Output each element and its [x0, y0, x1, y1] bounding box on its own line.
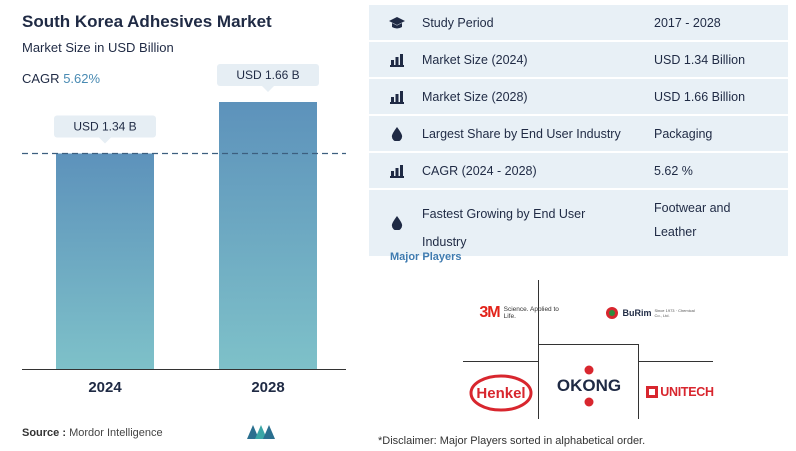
okong-dot-icon [584, 397, 594, 407]
logo-3m-mark: 3M [479, 304, 500, 321]
info-label: CAGR (2024 - 2028) [422, 163, 537, 178]
data-label: USD 1.34 B [73, 119, 136, 133]
bar-2028 [219, 102, 317, 369]
data-label-box [54, 115, 156, 138]
info-value: 5.62 % [654, 163, 693, 178]
graduation-cap-icon [389, 15, 405, 31]
disclaimer-note: *Disclaimer: Major Players sorted in alp… [378, 435, 646, 447]
logo-okong-text: OKONG [556, 376, 622, 395]
drop-icon [389, 215, 405, 231]
data-label-box [217, 64, 319, 86]
source-note: Source : Mordor Intelligence [22, 427, 163, 439]
market-info-table: Study Period 2017 - 2028 Market Size (20… [369, 5, 788, 256]
okong-dot-icon [584, 365, 594, 375]
grid-divider [538, 344, 638, 345]
x-tick-label: 2024 [88, 379, 122, 396]
bar-chart: USD 1.34 B 2024 USD 1.66 B 2028 [22, 64, 346, 396]
henkel-oval-icon [469, 374, 533, 412]
grid-divider [463, 361, 538, 362]
source-value: Mordor Intelligence [69, 427, 163, 439]
x-tick-label: 2028 [251, 379, 284, 396]
grid-divider [538, 280, 539, 345]
info-row-fastest-growing: Fastest Growing by End User Industry Foo… [369, 190, 788, 256]
info-value: 2017 - 2028 [654, 15, 721, 30]
bar-growth-icon [389, 89, 405, 105]
info-label: Fastest Growing by End User Industry [422, 207, 586, 249]
logo-burim-tagline: Since 1973 · Chemical Co., Ltd. [654, 308, 695, 318]
info-label: Largest Share by End User Industry [422, 126, 621, 141]
grid-divider [538, 344, 539, 419]
info-value: USD 1.34 Billion [654, 52, 746, 67]
data-label: USD 1.66 B [236, 68, 299, 82]
logo-burim: BuRim Since 1973 · Chemical Co., Ltd. [596, 303, 706, 323]
page-title: South Korea Adhesives Market [22, 12, 272, 31]
bar-2024 [56, 153, 154, 369]
info-label: Study Period [422, 15, 494, 30]
burim-mark-icon [605, 307, 618, 319]
logo-henkel: Henkel [469, 374, 533, 412]
major-players-title: Major Players [390, 251, 462, 263]
grid-divider [638, 344, 639, 419]
info-row-size-2024: Market Size (2024) USD 1.34 Billion [369, 42, 788, 77]
chart-subtitle: Market Size in USD Billion [22, 40, 174, 55]
cagr-label: CAGR [22, 71, 60, 86]
source-label: Source : [22, 427, 67, 439]
bar-growth-icon [389, 163, 405, 179]
cagr-text: CAGR 5.62% [22, 71, 100, 86]
logo-henkel-text: Henkel [476, 384, 526, 402]
logo-unitech: UNITECH [645, 381, 715, 403]
grid-divider [638, 361, 713, 362]
info-value: USD 1.66 Billion [654, 89, 746, 104]
info-row-largest-share: Largest Share by End User Industry Packa… [369, 116, 788, 151]
cagr-value: 5.62% [63, 71, 101, 86]
data-label-pointer [99, 137, 111, 144]
unitech-mark-icon [646, 386, 659, 398]
info-label: Market Size (2028) [422, 89, 528, 104]
info-value: Footwear and Leather [654, 201, 731, 239]
info-label: Market Size (2024) [422, 52, 528, 67]
bar-growth-icon [389, 52, 405, 68]
drop-icon [389, 126, 405, 142]
data-label-pointer [262, 86, 274, 92]
info-row-cagr: CAGR (2024 - 2028) 5.62 % [369, 153, 788, 188]
logo-3m: 3M Science. Applied to Life. [472, 302, 567, 324]
logo-burim-text: BuRim [622, 308, 652, 318]
mordor-logo-icon [247, 425, 275, 439]
info-value: Packaging [654, 126, 713, 141]
logo-okong: OKONG [552, 358, 626, 414]
logo-3m-tagline: Science. Applied to Life. [503, 306, 559, 320]
info-row-size-2028: Market Size (2028) USD 1.66 Billion [369, 79, 788, 114]
info-row-study-period: Study Period 2017 - 2028 [369, 5, 788, 40]
logo-unitech-text: UNITECH [660, 385, 714, 399]
